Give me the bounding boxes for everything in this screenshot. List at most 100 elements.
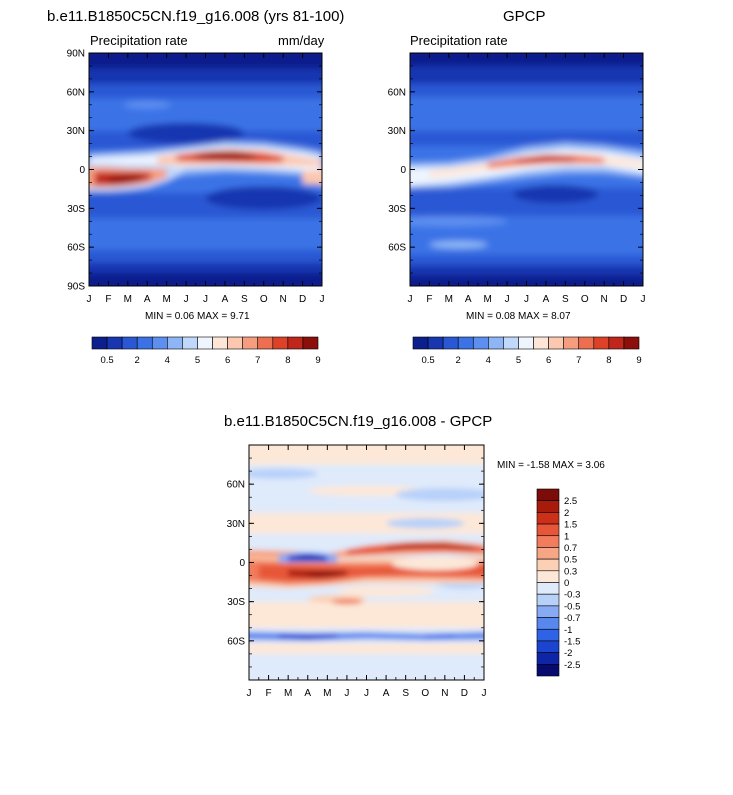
obs-xtick-label: J [524, 294, 529, 305]
diff-neg-storm-core2 [425, 634, 455, 638]
obs-colorbar-box [518, 336, 534, 350]
diff-colorbar-box [536, 628, 560, 642]
model-colorbar-box [257, 336, 274, 350]
diff-xtick-label: J [344, 688, 349, 699]
model-ytick-label: 30N [67, 126, 85, 137]
diff-colorbar-label: 2.5 [564, 496, 577, 507]
diff-colorbar-box [536, 558, 560, 572]
diff-colorbar-label: 0.3 [564, 566, 577, 577]
model-colorbar-box [121, 336, 138, 350]
model-xtick-label: O [260, 294, 268, 305]
model-units: mm/day [278, 33, 325, 48]
obs-ytick-label: 60S [388, 243, 406, 254]
model-ytick-label: 30S [67, 204, 85, 215]
obs-colorbar-box [608, 336, 625, 350]
obs-colorbar-box [488, 336, 504, 350]
diff-colorbar-box [536, 500, 560, 513]
diff-max-label: MAX = [552, 460, 586, 471]
diff-colorbar-label: 1.5 [564, 520, 577, 531]
model-ytick-label: 0 [79, 165, 85, 176]
diff-xtick-label: S [402, 688, 409, 699]
diff-colorbar-label: -0.5 [564, 601, 580, 612]
obs-xtick-label: J [408, 294, 413, 305]
diff-xtick-label: O [421, 688, 429, 699]
model-colorbar-label: 2 [135, 355, 140, 366]
obs-xtick-label: M [445, 294, 453, 305]
model-ytick-label: 60S [67, 243, 85, 254]
diff-min-label: MIN = [497, 460, 527, 471]
model-xtick-label: J [87, 294, 92, 305]
diff-ytick-label: 60S [227, 636, 245, 647]
obs-xtick-label: F [426, 294, 432, 305]
obs-xtick-label: J [505, 294, 510, 305]
model-dry-north [127, 122, 245, 144]
diff-colorbar-label: -0.3 [564, 590, 580, 601]
obs-storm-track [429, 240, 488, 249]
obs-colorbar-box [623, 336, 640, 350]
diff-equator-relief [391, 557, 479, 571]
diff-xtick-label: D [461, 688, 468, 699]
obs-zone-north-subtrop [410, 130, 643, 147]
diff-colorbar-label: 1 [564, 531, 569, 542]
diff-zone-south-highlat [249, 643, 484, 654]
diff-colorbar-box [536, 535, 560, 548]
model-zone-north-highlat [89, 84, 322, 99]
diff-itcz-n-hot [386, 543, 475, 550]
model-colorbar-label: 6 [225, 355, 230, 366]
diff-ytick-label: 60N [227, 480, 245, 491]
obs-zone-south-highlat [410, 254, 643, 266]
model-itcz-n-peak [195, 152, 254, 159]
diff-xtick-label: A [383, 688, 390, 699]
diff-pos-south-core [331, 599, 363, 605]
model-colorbar-label: 5 [195, 355, 200, 366]
model-itcz-s-return [302, 169, 322, 185]
diff-colorbar-box [536, 617, 560, 630]
model-colorbar-box [182, 336, 198, 350]
obs-colorbar-box [548, 336, 564, 350]
model-ytick-label: 60N [67, 87, 85, 98]
model-midlat-wet [123, 100, 171, 109]
diff-minmax: MIN = -1.58 MAX = 3.06 [497, 460, 605, 471]
obs-max-value: 8.07 [551, 311, 571, 322]
obs-xtick-label: J [641, 294, 646, 305]
model-colorbar-box [287, 336, 304, 350]
obs-ytick-label: 0 [400, 165, 406, 176]
model-min-label: MIN = [145, 311, 175, 322]
model-xtick-label: M [124, 294, 132, 305]
obs-xtick-label: A [465, 294, 472, 305]
model-min-value: 0.06 [174, 311, 195, 322]
model-xtick-label: J [184, 294, 189, 305]
diff-neg-north [395, 488, 484, 502]
model-colorbar-label: 9 [315, 355, 320, 366]
model-colorbar-label: 4 [165, 355, 170, 366]
diff-colorbar-label: 0.7 [564, 543, 577, 554]
diff-colorbar-label: -0.7 [564, 613, 580, 624]
model-max-value: 9.71 [230, 311, 250, 322]
diff-colorbar-box [536, 512, 560, 525]
obs-colorbar-label: 8 [606, 355, 611, 366]
diff-colorbar-box [536, 488, 560, 501]
model-xtick-label: J [320, 294, 325, 305]
diff-max-value: 3.06 [585, 460, 605, 471]
diff-colorbar-label: -2.5 [564, 660, 580, 671]
diff-pos-north [307, 485, 426, 496]
obs-colorbar-box [442, 336, 459, 350]
obs-zone-antarctic-edge [410, 265, 643, 276]
obs-xtick-label: O [581, 294, 589, 305]
model-zone-subarctic [89, 68, 322, 85]
model-dry-south [205, 186, 322, 210]
model-xtick-label: F [105, 294, 111, 305]
diff-colorbar-box [536, 547, 560, 560]
obs-dry-south [512, 185, 599, 204]
diff-ytick-label: 30S [227, 597, 245, 608]
model-field [89, 53, 322, 286]
diff-colorbar-box [536, 652, 560, 665]
diff-pos-south-2 [337, 586, 436, 597]
diff-colorbar-label: -1 [564, 625, 572, 636]
model-zone-south-highlat [89, 249, 322, 263]
diff-xtick-label: J [364, 688, 369, 699]
diff-colorbar-label: 0 [564, 578, 569, 589]
diff-zone-arctic [249, 445, 484, 465]
obs-itcz-hot [516, 155, 575, 162]
obs-itcz-warm [487, 154, 605, 169]
